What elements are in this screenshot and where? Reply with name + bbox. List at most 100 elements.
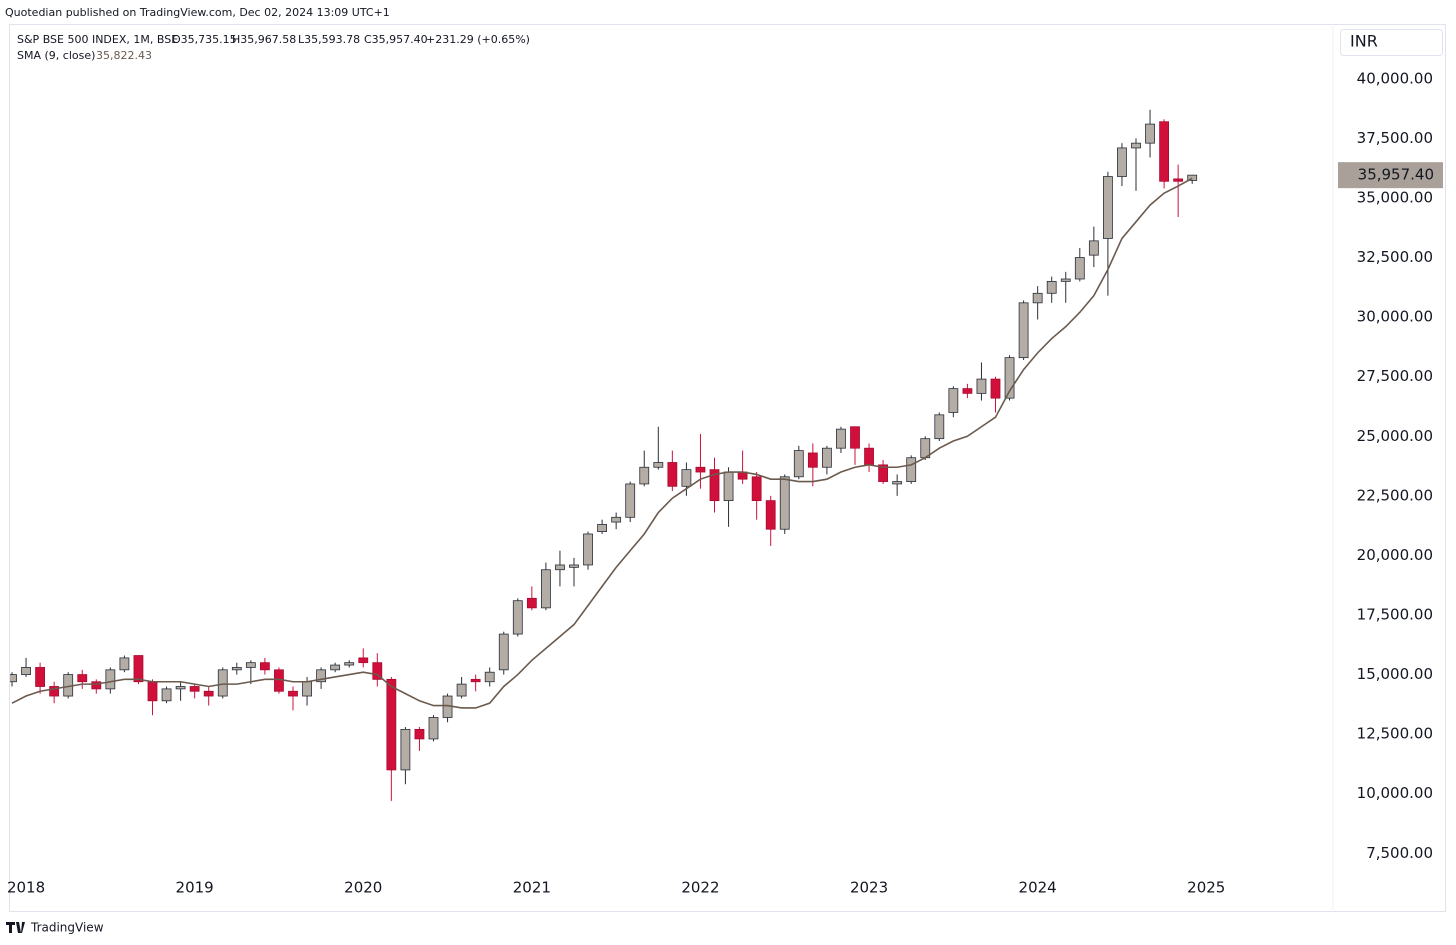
candle-body [555,564,565,571]
candle-body [35,667,45,687]
candle-body [948,388,959,413]
candle-body [175,686,186,690]
candle-body [836,428,846,449]
candle-body [428,717,439,740]
candle-body [1088,240,1099,256]
candle-body [864,447,874,466]
x-tick-label: 2019 [176,879,214,897]
price-tag [1338,162,1443,189]
candle-body [934,414,945,440]
candle-body [1131,142,1141,149]
candle-body [597,524,607,532]
candle-body [344,662,355,666]
candle-body [962,388,973,394]
candle-body [203,690,214,697]
legend-open: O35,735.15 [172,33,237,46]
candle-body [316,669,327,683]
candle-body [512,600,523,635]
candle-body [850,426,860,449]
currency-label[interactable]: INR [1350,32,1378,51]
candle-body [302,681,312,697]
candle-body [49,686,60,697]
candle-body [681,469,692,487]
candle-body [1117,147,1127,177]
candle-body [77,674,88,683]
candle-body [653,462,664,468]
y-tick-label: 15,000.00 [1357,665,1433,683]
candle-body [878,464,888,482]
candle-body [400,728,411,771]
candle-body [751,476,762,502]
candle-body [498,633,509,671]
candle-body [189,686,200,692]
candle-body [723,471,734,502]
y-tick-label: 25,000.00 [1357,427,1433,445]
candle-body [245,662,256,668]
candle-body [1074,257,1085,280]
candle-body [1018,302,1029,359]
candle-body [386,678,397,771]
candle-body [625,483,636,518]
currency-button[interactable] [1340,29,1443,56]
candle-body [892,481,903,485]
candle-body [1145,123,1155,144]
candle-body [484,671,495,683]
candle-body [1103,176,1113,239]
legend-change: +231.29 (+0.65%) [426,33,530,46]
candle-body [1032,292,1043,304]
y-tick-label: 7,500.00 [1366,844,1433,862]
candle-body [639,466,650,485]
candle-body [1159,121,1169,182]
candle-body [119,657,130,671]
candle-body [807,452,818,468]
y-tick-label: 10,000.00 [1357,784,1433,802]
candle-body [288,690,298,697]
candle-body [414,728,425,740]
candle-body [1046,280,1057,294]
candle-body [667,462,678,487]
candle-body [569,564,579,568]
y-tick-label: 37,500.00 [1357,129,1433,147]
candle-body [765,500,776,530]
legend-symbol: S&P BSE 500 INDEX, 1M, BSE [17,33,178,46]
candle-body [541,569,551,609]
y-tick-label: 27,500.00 [1357,367,1433,385]
legend-sma-value: 35,822.43 [96,49,152,62]
footer-brand: TradingView [30,921,104,935]
x-tick-label: 2025 [1187,879,1225,897]
legend-sma: SMA (9, close) [17,49,95,62]
legend-close: C35,957.40 [364,33,428,46]
candle-body [1004,357,1015,399]
candle-body [526,597,537,609]
x-tick-label: 2020 [344,879,382,897]
candle-body [470,678,481,683]
y-tick-label: 20,000.00 [1357,546,1433,564]
candle-body [1173,178,1184,182]
candle-body [105,669,116,690]
candle-body [1060,278,1071,282]
candle-body [976,378,987,394]
candle-body [611,516,622,523]
y-tick-label: 17,500.00 [1357,606,1433,624]
axes: 7,500.00 10,000.00 12,500.00 15,000.00 17,50… [7,69,1433,896]
y-tick-label: 40,000.00 [1357,69,1433,87]
candle-body [793,450,804,478]
candle-body [358,657,369,664]
x-tick-label: 2018 [7,879,45,897]
y-tick-label: 22,500.00 [1357,486,1433,504]
candle-body [990,378,1001,399]
candle-body [161,688,172,702]
candle-body [10,674,17,683]
x-tick-label: 2022 [681,879,719,897]
y-tick-label: 32,500.00 [1357,248,1433,266]
price-tag-label: 35,957.40 [1358,166,1434,184]
y-tick-label: 30,000.00 [1357,308,1433,326]
x-tick-label: 2021 [513,879,551,897]
y-tick-label: 35,000.00 [1357,188,1433,206]
x-tick-label: 2023 [850,879,888,897]
candle-body [330,664,341,671]
candle-body [583,533,593,566]
candle-body [709,469,720,502]
legend-low: L35,593.78 [298,33,360,46]
